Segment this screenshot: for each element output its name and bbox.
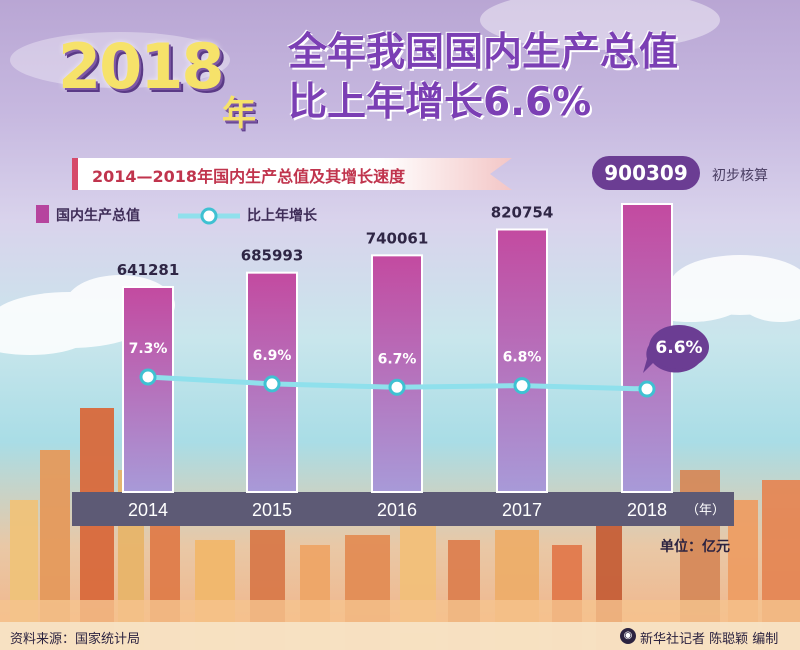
- hero-year-suffix: 年: [222, 94, 256, 134]
- x-tick-2018: 2018: [627, 500, 667, 520]
- growth-rate-point-2018: [638, 380, 656, 398]
- credit-label: 新华社记者 陈聪颖 编制: [640, 632, 779, 647]
- highlight-note: 初步核算: [712, 168, 768, 184]
- highlight-value-badge: 900309: [592, 156, 700, 190]
- legend-line-swatch: [178, 207, 240, 225]
- growth-rate-label-2018: 6.6%: [655, 338, 702, 358]
- source-label: 资料来源：国家统计局: [10, 632, 141, 647]
- growth-rate-point-2016: [388, 378, 406, 396]
- legend-line-label: 比上年增长: [247, 208, 317, 224]
- growth-rate-point-2017: [513, 377, 531, 395]
- page-title: 全年我国国内生产总值 比上年增长6.6%: [288, 28, 678, 128]
- gdp-value-label-2015: 685993: [241, 247, 304, 265]
- x-tick-2015: 2015: [252, 500, 292, 520]
- gdp-value-label-2016: 740061: [366, 229, 429, 247]
- x-tick-2014: 2014: [128, 500, 168, 520]
- subtitle-ribbon: [72, 158, 512, 190]
- legend-bar-swatch: [36, 205, 49, 223]
- x-axis-unit: （年）: [686, 503, 725, 518]
- title-line-2: 比上年增长6.6%: [288, 80, 592, 125]
- unit-label: 单位：亿元: [660, 539, 730, 555]
- growth-rate-label-2015: 6.9%: [253, 348, 292, 364]
- x-tick-2016: 2016: [377, 500, 417, 520]
- growth-rate-point-2015: [263, 375, 281, 393]
- subtitle-accent: [72, 158, 78, 190]
- gdp-value-label-2017: 820754: [491, 203, 554, 221]
- growth-rate-point-2014: [139, 368, 157, 386]
- gdp-bar-2016: [371, 254, 423, 493]
- xinhua-logo-icon: ◉: [620, 628, 636, 644]
- growth-rate-label-2017: 6.8%: [503, 350, 542, 366]
- growth-rate-label-2014: 7.3%: [129, 341, 168, 357]
- hero-year: 2018: [58, 30, 225, 103]
- gdp-bar-2014: [122, 286, 174, 493]
- x-tick-2017: 2017: [502, 500, 542, 520]
- chart-subtitle: 2014—2018年国内生产总值及其增长速度: [92, 167, 406, 186]
- title-line-1: 全年我国国内生产总值: [288, 30, 679, 75]
- x-axis-band: [72, 492, 734, 526]
- gdp-value-label-2014: 641281: [117, 261, 180, 279]
- gdp-bar-2017: [496, 228, 548, 493]
- growth-rate-bubble-body-2018: [649, 325, 709, 369]
- growth-rate-label-2016: 6.7%: [378, 351, 417, 367]
- legend-bar-label: 国内生产总值: [56, 208, 140, 224]
